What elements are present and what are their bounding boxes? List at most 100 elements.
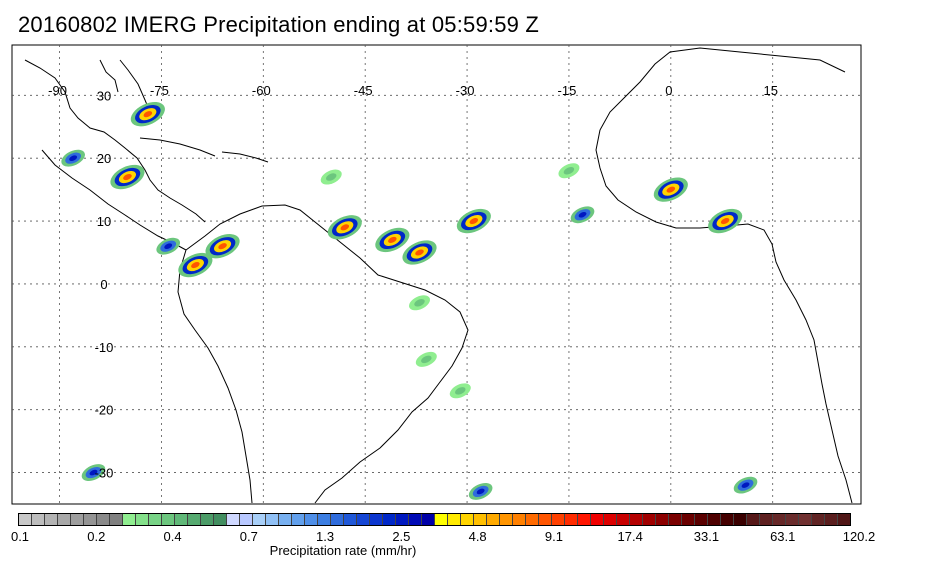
colorbar-cell — [604, 514, 617, 525]
colorbar-cell — [500, 514, 513, 525]
longitude-label: 0 — [665, 83, 672, 98]
colorbar-cell — [188, 514, 201, 525]
colorbar-cell — [305, 514, 318, 525]
precip-cell — [110, 164, 145, 190]
colorbar-cell — [422, 514, 435, 525]
colorbar-cell — [708, 514, 721, 525]
colorbar-cell — [84, 514, 97, 525]
colorbar-cell — [344, 514, 357, 525]
colorbar-cell — [110, 514, 123, 525]
coast-south-america-west — [177, 249, 253, 504]
colorbar-cell — [435, 514, 448, 525]
precip-band — [218, 243, 227, 250]
colorbar-cell — [786, 514, 799, 525]
precip-cell — [409, 295, 431, 311]
colorbar-cell — [201, 514, 214, 525]
longitude-label: -60 — [252, 83, 271, 98]
precip-band — [666, 186, 676, 193]
latitude-label: 30 — [97, 88, 111, 103]
colorbar-tick-label: 4.8 — [468, 529, 487, 544]
precip-band — [191, 262, 200, 269]
precip-cell — [130, 101, 165, 127]
colorbar-cell — [682, 514, 695, 525]
colorbar-tick-label: 17.4 — [617, 529, 643, 544]
precip-band — [340, 224, 350, 231]
colorbar-cell — [487, 514, 500, 525]
colorbar-tick-label: 0.4 — [163, 529, 182, 544]
colorbar-cell — [643, 514, 656, 525]
colorbar-cell — [318, 514, 331, 525]
precip-cell — [320, 169, 342, 185]
colorbar-cell — [331, 514, 344, 525]
colorbar-cell — [240, 514, 253, 525]
precip-cell — [375, 227, 410, 253]
precip-band — [388, 236, 397, 243]
colorbar-cell — [812, 514, 825, 525]
coastlines — [24, 47, 853, 504]
map-gridlines — [12, 45, 861, 504]
latitude-label: -20 — [95, 403, 114, 418]
precip-band — [164, 243, 173, 250]
colorbar-cell — [448, 514, 461, 525]
colorbar-cell — [45, 514, 58, 525]
precip-cell — [653, 177, 688, 202]
colorbar-cell — [383, 514, 396, 525]
longitude-label: -30 — [456, 83, 475, 98]
colorbar-cell — [513, 514, 526, 525]
precip-band — [563, 167, 575, 175]
colorbar-cell — [656, 514, 669, 525]
precip-band — [455, 387, 466, 395]
colorbar-cell — [136, 514, 149, 525]
coast-hispaniola — [221, 151, 269, 163]
precip-cell — [327, 215, 362, 240]
colorbar — [18, 513, 851, 526]
precip-cell — [205, 234, 240, 259]
precip-cell — [178, 252, 213, 278]
precip-cell — [402, 240, 437, 265]
colorbar-cell — [409, 514, 422, 525]
precip-band — [325, 173, 337, 181]
map-title: 20160802 IMERG Precipitation ending at 0… — [18, 12, 540, 37]
precip-cell — [61, 149, 85, 167]
precip-cell — [156, 237, 181, 255]
precip-cell — [468, 483, 493, 500]
colorbar-cell — [526, 514, 539, 525]
colorbar-tick-label: 0.1 — [10, 529, 30, 544]
colorbar-cell — [773, 514, 786, 525]
colorbar-cell — [357, 514, 370, 525]
colorbar-cell — [227, 514, 240, 525]
colorbar-cell — [591, 514, 604, 525]
precip-band — [414, 299, 425, 307]
latitude-label: 0 — [100, 277, 107, 292]
colorbar-cell — [149, 514, 162, 525]
precip-band — [578, 211, 587, 218]
colorbar-cell — [162, 514, 175, 525]
colorbar-cell — [838, 514, 850, 525]
colorbar-tick-label: 9.1 — [544, 529, 563, 544]
precip-band — [421, 355, 432, 364]
colorbar-cell — [71, 514, 84, 525]
longitude-label: 15 — [763, 83, 777, 98]
longitude-label: -45 — [354, 83, 373, 98]
coast-africa — [595, 47, 853, 504]
precip-cell — [415, 351, 437, 367]
precip-band — [720, 218, 730, 225]
colorbar-cell — [123, 514, 136, 525]
precip-band — [143, 111, 153, 118]
colorbar-cell — [799, 514, 812, 525]
coast-gulf-east — [99, 59, 119, 93]
colorbar-cell — [552, 514, 565, 525]
colorbar-tick-label: 0.2 — [87, 529, 106, 544]
colorbar-cell — [396, 514, 409, 525]
colorbar-cell — [760, 514, 773, 525]
colorbar-tick-label: 0.7 — [239, 529, 258, 544]
colorbar-cell — [669, 514, 682, 525]
colorbar-cell — [695, 514, 708, 525]
colorbar-cell — [58, 514, 71, 525]
colorbar-cell — [32, 514, 45, 525]
precip-cell — [708, 208, 743, 234]
precip-band — [89, 469, 98, 476]
precip-band — [123, 173, 132, 181]
colorbar-cell — [721, 514, 734, 525]
precip-cell — [456, 208, 491, 234]
